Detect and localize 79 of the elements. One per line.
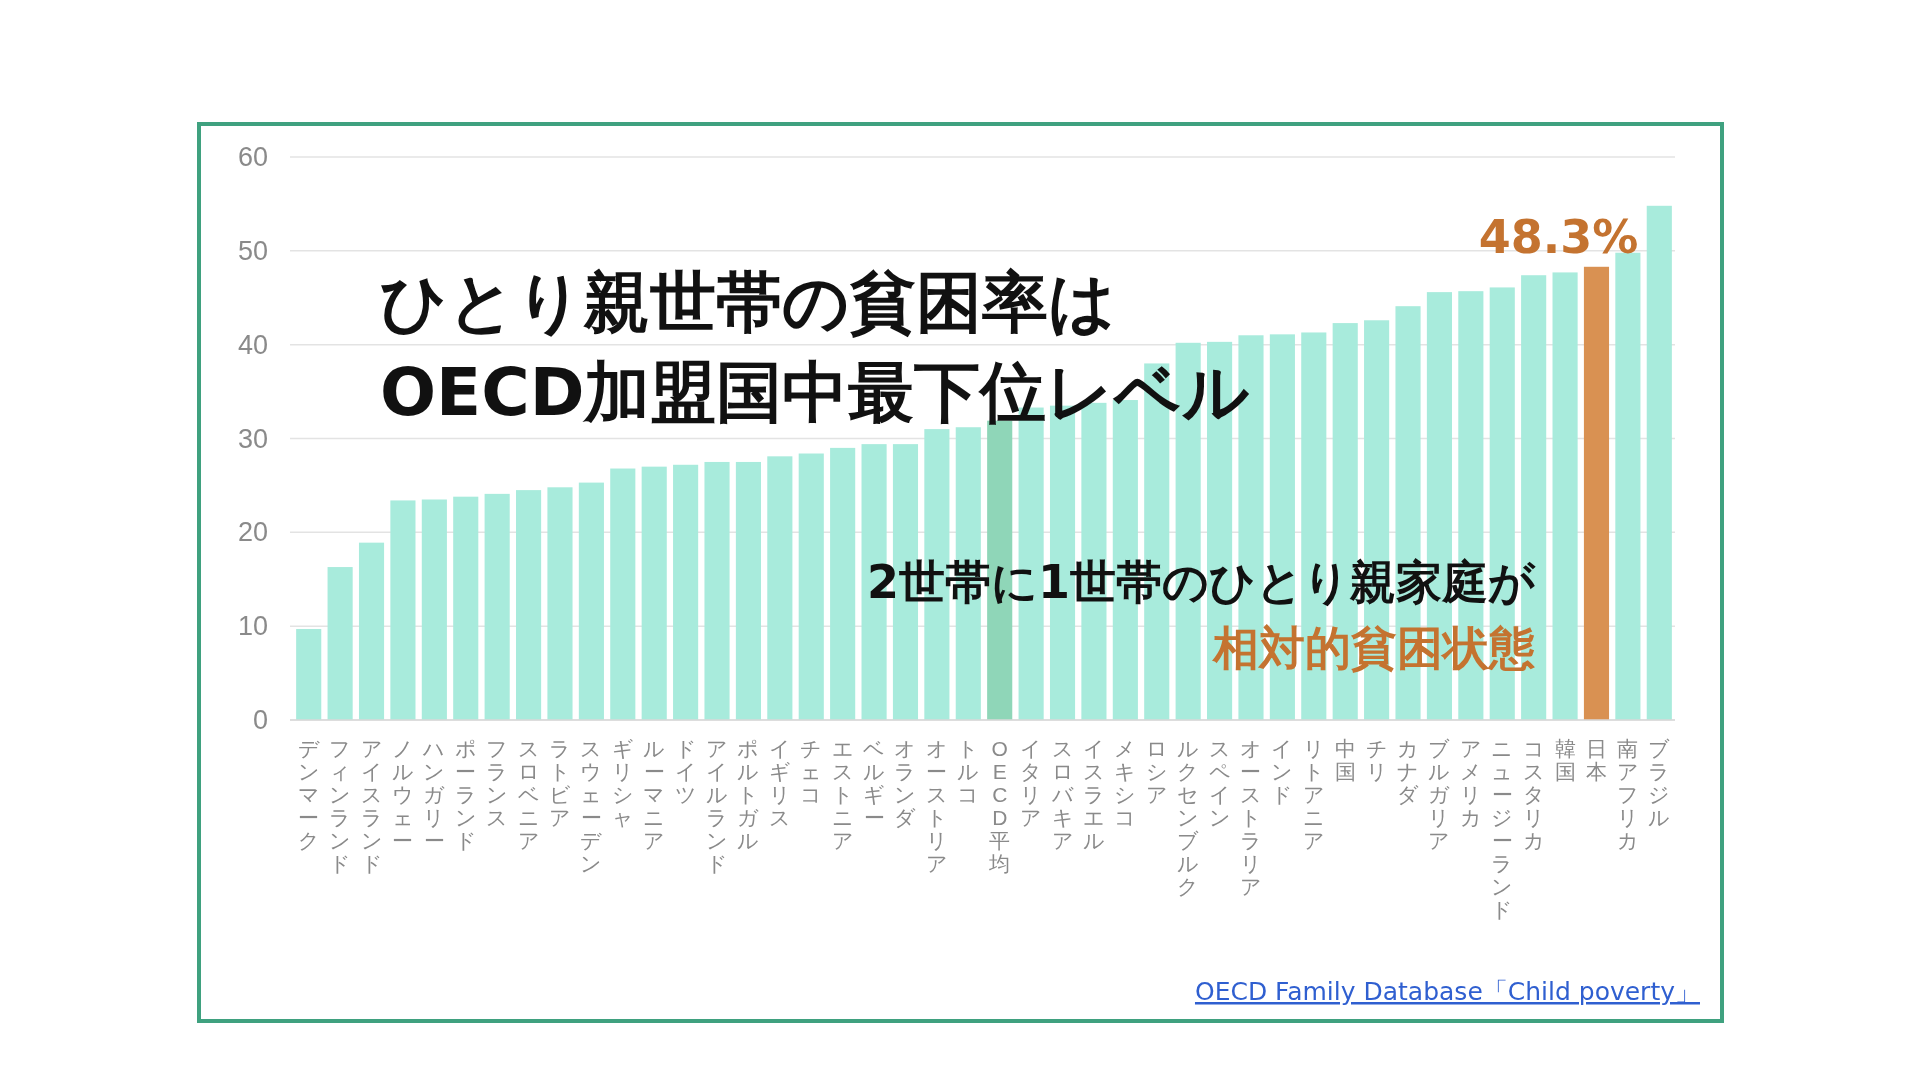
x-tick-label: アイルランド	[706, 737, 729, 875]
x-tick-label: ギリシャ	[611, 737, 634, 829]
y-tick-label: 50	[237, 235, 268, 266]
x-tick-label: ニュージーランド	[1491, 737, 1514, 921]
x-tick-label: スウェーデン	[580, 737, 603, 875]
bar	[484, 493, 510, 720]
x-tick-label: スペイン	[1208, 737, 1231, 829]
data-label: 48.3%	[1478, 209, 1639, 264]
bar	[390, 500, 416, 720]
x-tick-label: ポルトガル	[737, 737, 760, 852]
x-tick-label: ノルウェー	[391, 737, 414, 852]
bar	[421, 499, 447, 720]
annotation: 相対的貧困状態	[1211, 621, 1535, 675]
y-tick-label: 20	[237, 517, 268, 548]
text: ひとり親世帯の貧困率は	[380, 264, 1116, 341]
x-tick-label: イギリス	[768, 737, 791, 829]
y-tick-label: 30	[237, 423, 268, 454]
bar	[735, 461, 761, 720]
bar	[327, 567, 353, 720]
x-tick-label: オーストラリア	[1239, 737, 1262, 898]
annotation: 2世帯に1世帯のひとり親家庭が	[866, 555, 1536, 609]
x-tick-label: ドイツ	[674, 737, 697, 806]
x-tick-label: ロシア	[1145, 737, 1168, 806]
x-tick-label: リトアニア	[1302, 737, 1325, 852]
x-tick-label: アイスランド	[360, 737, 383, 875]
x-tick-label: フィンランド	[329, 737, 352, 875]
x-tick-label: ベルギー	[863, 737, 886, 829]
bar	[516, 490, 542, 720]
x-tick-label: ブラジル	[1648, 737, 1671, 829]
x-tick-label: エストニア	[831, 737, 854, 852]
bar	[641, 466, 667, 720]
bar	[578, 482, 604, 720]
x-tick-label: ルーマニア	[643, 737, 666, 852]
x-tick-label: インド	[1271, 737, 1294, 806]
x-tick-label: OECD平均	[988, 737, 1011, 875]
bar	[453, 496, 479, 720]
y-tick-label: 40	[237, 329, 268, 360]
y-tick-label: 10	[237, 611, 268, 642]
x-tick-label: コスタリカ	[1522, 737, 1545, 852]
x-tick-label: オーストリア	[925, 737, 948, 875]
y-tick-label: 60	[237, 142, 268, 173]
x-tick-label: 中国	[1334, 737, 1356, 783]
x-tick-label: 南アフリカ	[1616, 737, 1639, 852]
bar	[830, 447, 856, 720]
x-tick-label: ハンガリー	[422, 737, 446, 852]
x-tick-label: スロバキア	[1050, 737, 1074, 852]
x-tick-label: トルコ	[957, 737, 980, 806]
x-tick-label: ラトビア	[548, 737, 571, 829]
bar	[358, 542, 385, 720]
x-tick-label: フランス	[486, 737, 509, 829]
bar	[1615, 252, 1641, 720]
x-tick-label: カナダ	[1397, 737, 1420, 806]
x-tick-label: ルクセンブルク	[1177, 737, 1200, 898]
bar	[610, 468, 636, 720]
bar	[1646, 205, 1672, 720]
x-tick-label: 日本	[1585, 737, 1607, 783]
x-tick-label: ブルガリア	[1428, 737, 1451, 852]
x-tick-label: ポーランド	[454, 737, 477, 852]
text: OECD Family Database「Child poverty」	[1194, 977, 1700, 1006]
bar	[704, 461, 730, 720]
bar	[296, 628, 322, 720]
x-tick-label: イスラエル	[1082, 737, 1105, 852]
y-tick-label: 0	[252, 705, 268, 736]
x-tick-label: メキシコ	[1114, 737, 1137, 829]
x-tick-label: 韓国	[1554, 737, 1576, 783]
x-tick-label: アメリカ	[1459, 737, 1482, 829]
x-tick-label: チリ	[1365, 737, 1388, 783]
bar	[673, 464, 699, 720]
bar	[767, 456, 793, 720]
x-tick-label: チェコ	[800, 737, 823, 806]
x-tick-label: イタリア	[1020, 737, 1043, 829]
text: OECD加盟国中最下位レベル	[380, 354, 1251, 431]
x-tick-label: オランダ	[894, 737, 917, 829]
x-tick-label: デンマーク	[297, 737, 320, 852]
bar	[798, 453, 824, 720]
bar	[1583, 266, 1610, 720]
bar	[547, 487, 573, 720]
x-tick-label: スロベニア	[517, 737, 540, 852]
bar	[1552, 272, 1578, 720]
